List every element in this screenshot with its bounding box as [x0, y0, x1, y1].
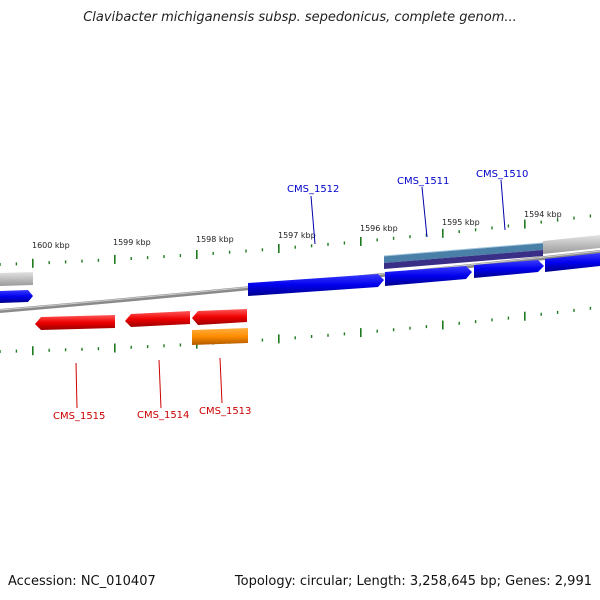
kbp-label-1597: 1597 kbp — [278, 231, 316, 240]
leader-line-cms-1513 — [219, 357, 223, 404]
gene-arrow-cms-1512[interactable] — [248, 274, 384, 296]
leader-line-cms-1510 — [500, 179, 506, 231]
lower-scale-ticks — [0, 306, 592, 356]
kbp-label-1599: 1599 kbp — [113, 238, 151, 247]
genome-summary-text: Topology: circular; Length: 3,258,645 bp… — [234, 574, 592, 589]
kbp-label-1596: 1596 kbp — [360, 224, 398, 233]
gene-arrow-cms-1511[interactable] — [385, 266, 472, 286]
gene-arrow-next[interactable] — [545, 253, 600, 272]
grey-feature-left[interactable] — [0, 272, 33, 286]
gene-label-cms-1510[interactable]: CMS_1510 — [476, 169, 528, 180]
leader-line-cms-1512 — [310, 195, 316, 245]
purple-feature[interactable] — [384, 250, 543, 269]
gene-label-cms-1511[interactable]: CMS_1511 — [397, 176, 449, 187]
gene-arrow-cms-1513[interactable] — [192, 309, 247, 325]
kbp-label-1598: 1598 kbp — [196, 235, 234, 244]
gene-label-cms-1514[interactable]: CMS_1514 — [137, 410, 189, 421]
kbp-label-1594: 1594 kbp — [524, 210, 562, 219]
gene-label-cms-1513[interactable]: CMS_1513 — [199, 406, 251, 417]
gene-label-cms-1512[interactable]: CMS_1512 — [287, 184, 339, 195]
leader-line-cms-1515 — [75, 362, 78, 409]
leader-line-cms-1514 — [158, 359, 162, 409]
upper-scale-ticks — [0, 214, 592, 268]
gene-label-cms-1515[interactable]: CMS_1515 — [53, 411, 105, 422]
teal-feature-edge — [383, 242, 544, 257]
gene-arrow-cms-1514[interactable] — [125, 311, 190, 327]
accession-text: Accession: NC_010407 — [8, 574, 156, 589]
gene-arrow-cms-1510[interactable] — [474, 260, 544, 278]
kbp-label-1600: 1600 kbp — [32, 241, 70, 250]
map-title: Clavibacter michiganensis subsp. sepedon… — [83, 10, 517, 25]
orange-feature[interactable] — [192, 328, 248, 345]
kbp-label-1595: 1595 kbp — [442, 218, 480, 227]
gene-arrow-cms-1515[interactable] — [35, 315, 115, 330]
leader-line-cms-1511 — [421, 186, 428, 238]
gene-arrow-cms-1516[interactable] — [0, 290, 33, 303]
grey-feature-right[interactable] — [543, 235, 600, 254]
teal-feature[interactable] — [384, 243, 543, 263]
